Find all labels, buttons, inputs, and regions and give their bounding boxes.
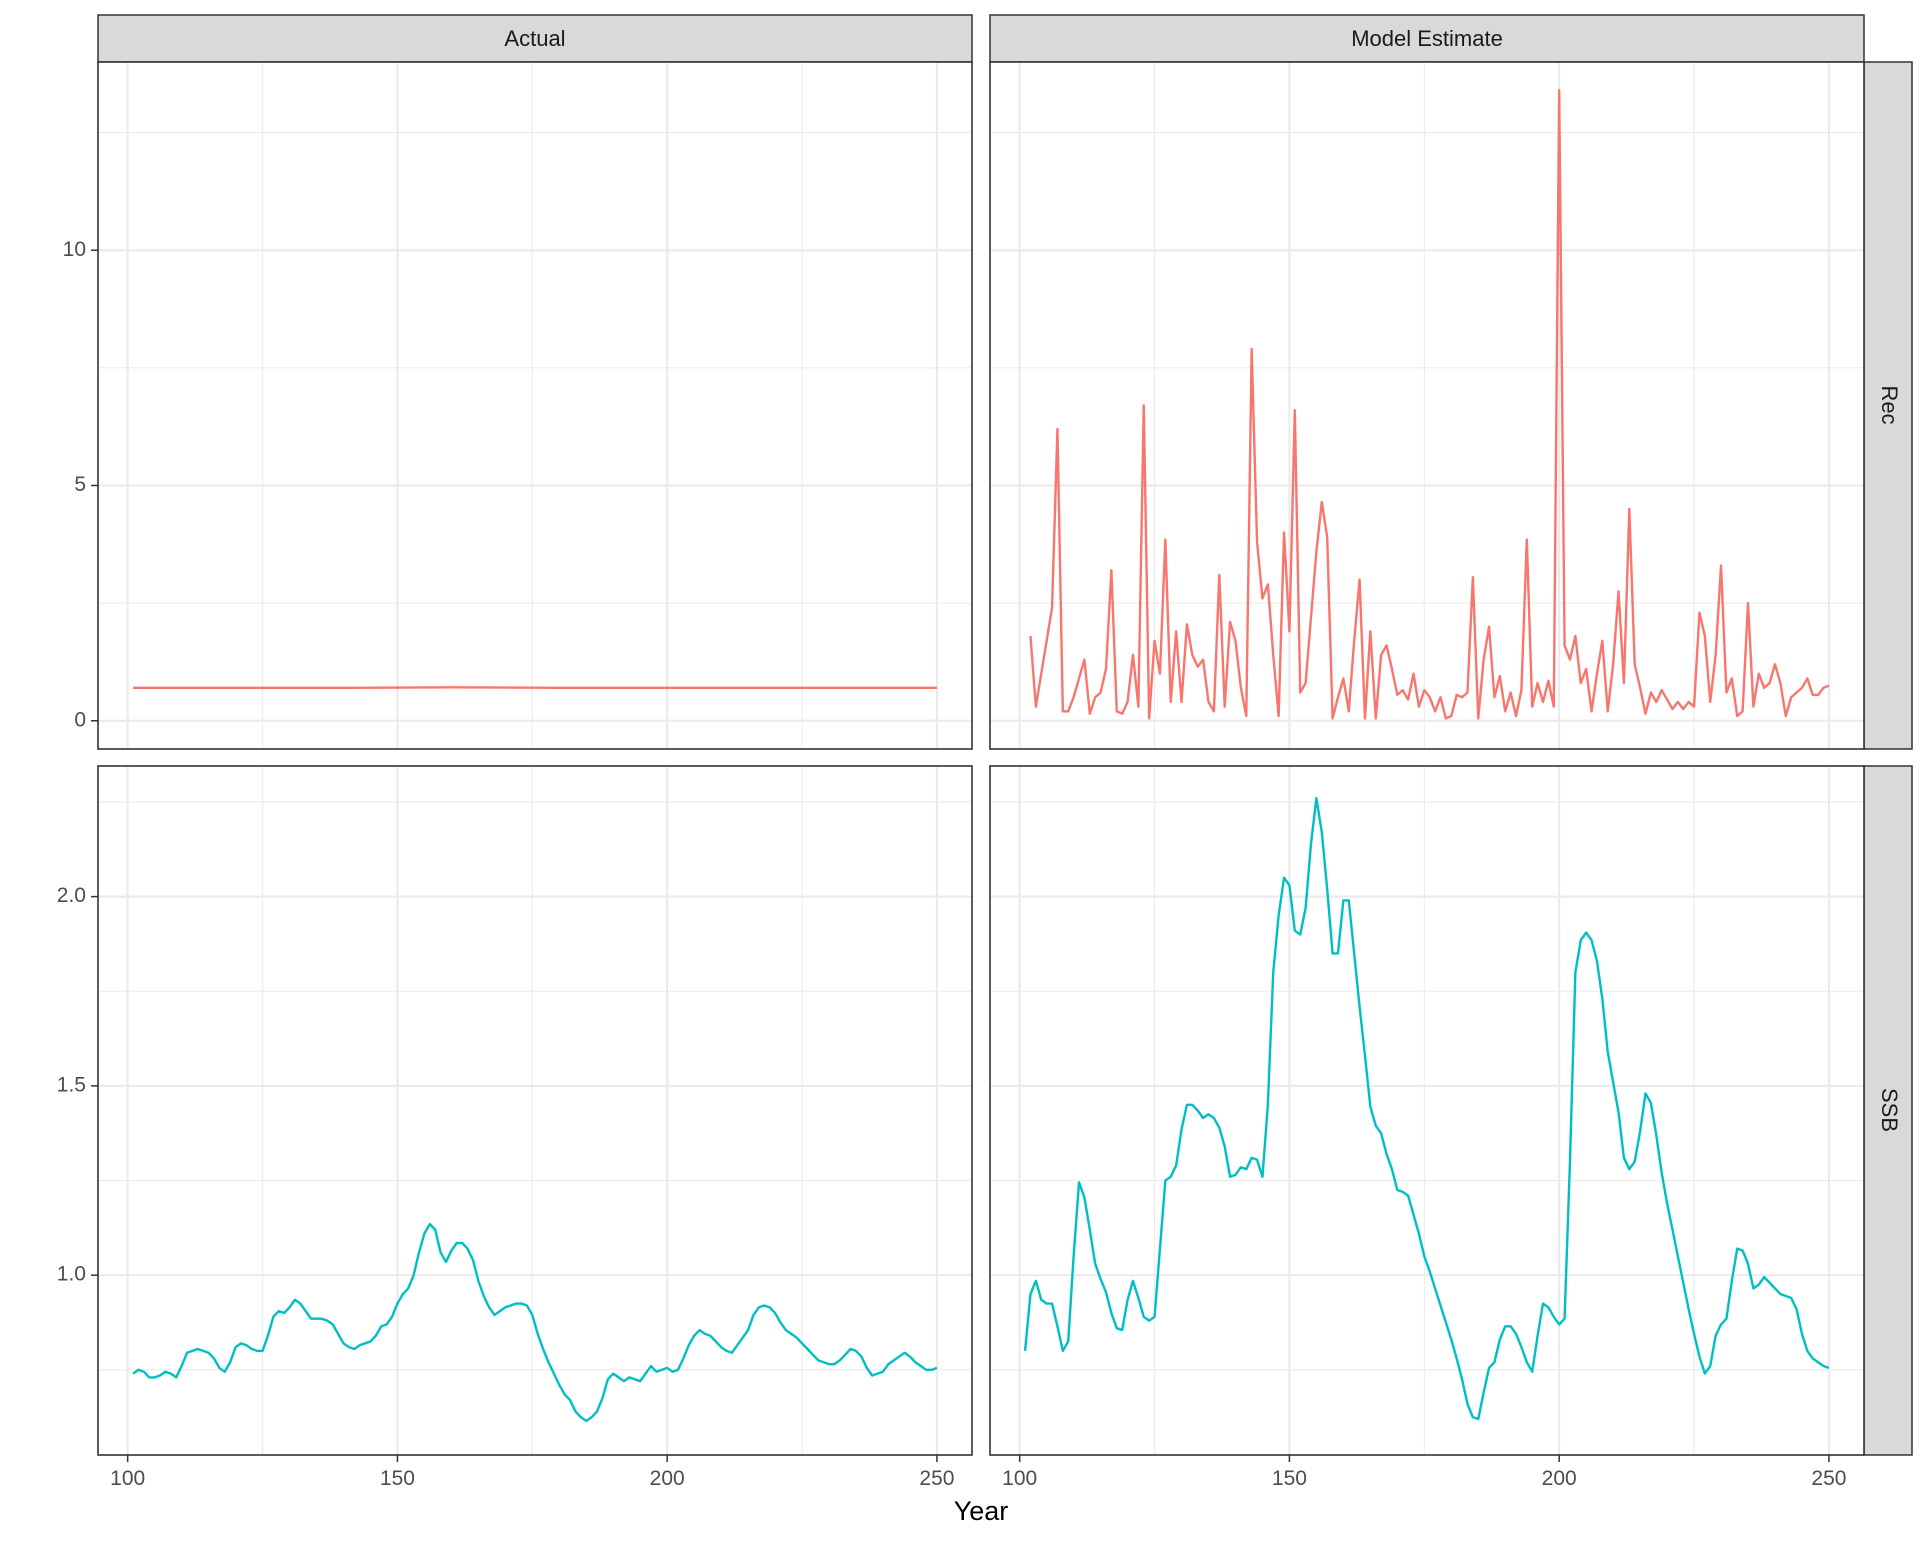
- y-tick-label: 1.0: [57, 1263, 86, 1286]
- panel-background: [990, 766, 1864, 1455]
- strip-actual-label: Actual: [504, 26, 565, 51]
- x-tick-label: 100: [110, 1467, 145, 1490]
- x-tick-label: 250: [919, 1467, 954, 1490]
- x-tick-label: 250: [1811, 1467, 1846, 1490]
- panel-actual-rec: [98, 62, 972, 749]
- y-tick-label: 0: [74, 708, 86, 731]
- panel-model-estimate-ssb: [990, 766, 1864, 1455]
- panel-actual-ssb: [98, 766, 972, 1455]
- strip-rec-label: Rec: [1877, 385, 1902, 424]
- x-tick-label: 200: [1542, 1467, 1577, 1490]
- panel-background: [990, 62, 1864, 749]
- y-tick-label: 10: [63, 238, 86, 261]
- x-tick-label: 200: [650, 1467, 685, 1490]
- y-tick-label: 1.5: [57, 1073, 86, 1096]
- x-tick-label: 150: [1272, 1467, 1307, 1490]
- strip-ssb-label: SSB: [1877, 1088, 1902, 1132]
- y-tick-label: 5: [74, 473, 86, 496]
- x-tick-label: 150: [380, 1467, 415, 1490]
- x-tick-label: 100: [1002, 1467, 1037, 1490]
- panel-background: [98, 62, 972, 749]
- panel-background: [98, 766, 972, 1455]
- panel-model-estimate-rec: [990, 62, 1864, 749]
- strip-model-estimate-label: Model Estimate: [1351, 26, 1503, 51]
- y-tick-label: 2.0: [57, 884, 86, 907]
- x-axis-title: Year: [954, 1496, 1009, 1526]
